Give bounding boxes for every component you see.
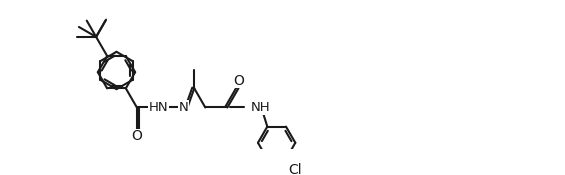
Text: Cl: Cl xyxy=(289,163,302,175)
Text: NH: NH xyxy=(250,101,270,114)
Text: O: O xyxy=(132,129,142,143)
Text: O: O xyxy=(233,74,244,88)
Text: HN: HN xyxy=(149,101,169,114)
Text: N: N xyxy=(179,101,188,114)
